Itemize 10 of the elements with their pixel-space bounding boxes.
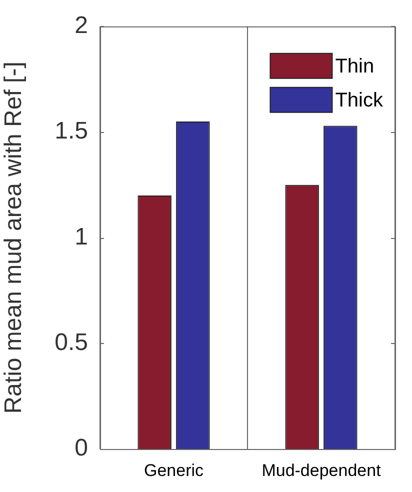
x-tick-label: Mud-dependent xyxy=(262,460,382,480)
y-tick-label: 1.5 xyxy=(54,118,88,145)
y-tick-label: 2 xyxy=(74,12,88,40)
y-tick-label: 0.5 xyxy=(54,328,88,356)
y-tick-label: 1 xyxy=(74,223,88,250)
legend-label: Thin xyxy=(335,55,374,78)
x-tick-label: Generic xyxy=(144,460,204,480)
y-tick-label: 0 xyxy=(74,434,88,462)
y-axis-title: Ratio mean mud area with Ref [-] xyxy=(0,62,28,414)
legend-label: Thick xyxy=(335,89,384,112)
